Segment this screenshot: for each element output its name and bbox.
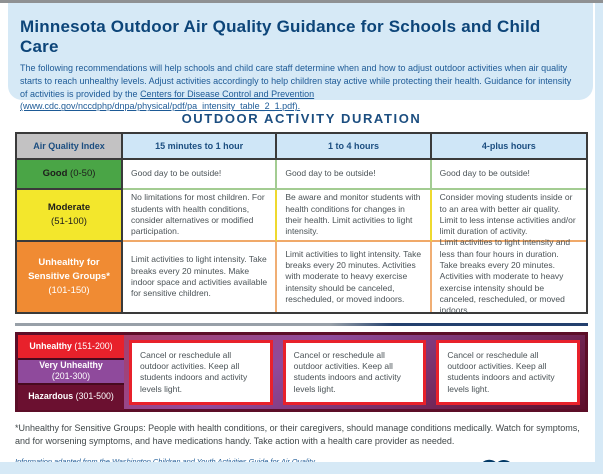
row-label-very-unhealthy: Very Unhealthy (201-300) xyxy=(18,359,124,385)
section-divider xyxy=(15,323,588,326)
outdoor-activity-duration-table: Air Quality Index 15 minutes to 1 hour 1… xyxy=(15,132,588,315)
row-label-hazardous: Hazardous (301-500) xyxy=(18,384,124,410)
unhealthy-levels-table: Unhealthy (151-200) Very Unhealthy (201-… xyxy=(15,332,588,412)
cell-danger-15min: Cancel or reschedule all outdoor activit… xyxy=(129,340,273,405)
column-header-4-plus-hours: 4-plus hours xyxy=(431,134,586,160)
row-label-unhealthy: Unhealthy (151-200) xyxy=(18,335,124,360)
cell-good-1-4h: Good day to be outside! xyxy=(277,160,432,190)
row-label-hazardous-text: Hazardous (301-500) xyxy=(28,391,114,402)
intro-text: The following recommendations will help … xyxy=(20,63,572,99)
main-content: OUTDOOR ACTIVITY DURATION Air Quality In… xyxy=(0,111,603,474)
cell-danger-4plus: Cancel or reschedule all outdoor activit… xyxy=(436,340,580,405)
sensitive-groups-footnote: *Unhealthy for Sensitive Groups: People … xyxy=(15,423,580,446)
row-label-unhealthy-sensitive-groups: Unhealthy for Sensitive Groups* (101-150… xyxy=(17,242,123,312)
row-label-unhealthy-text: Unhealthy (151-200) xyxy=(29,340,113,351)
page-title: Minnesota Outdoor Air Quality Guidance f… xyxy=(20,17,541,56)
column-header-air-quality-index: Air Quality Index xyxy=(17,134,123,160)
cell-usg-1-4h: Limit activities to light intensity. Tak… xyxy=(277,242,432,312)
cell-usg-4plus: Limit activities to light intensity and … xyxy=(431,237,586,315)
row-label-moderate: Moderate (51-100) xyxy=(17,190,123,242)
credit-prefix: Information adapted from the xyxy=(15,457,112,466)
cell-moderate-4plus: Consider moving students inside or to an… xyxy=(431,190,586,242)
intro-paragraph: The following recommendations will help … xyxy=(20,62,581,113)
cell-danger-1-4h: Cancel or reschedule all outdoor activit… xyxy=(282,340,427,405)
danger-label-column: Unhealthy (151-200) Very Unhealthy (201-… xyxy=(18,335,124,410)
page-edge-bottom xyxy=(0,462,603,474)
row-label-good-text: Good (0-50) xyxy=(42,168,96,180)
cell-usg-15min: Limit activities to light intensity. Tak… xyxy=(123,242,278,312)
cdc-link[interactable]: Centers for Disease Control and Preventi… xyxy=(20,88,315,112)
page-edge-right xyxy=(595,3,603,474)
cell-moderate-15min: No limitations for most children. For st… xyxy=(123,190,278,242)
row-label-good: Good (0-50) xyxy=(17,160,123,190)
header-banner: Minnesota Outdoor Air Quality Guidance f… xyxy=(8,3,593,111)
cell-good-15min: Good day to be outside! xyxy=(123,160,278,190)
column-header-1-4-hours: 1 to 4 hours xyxy=(277,134,432,160)
section-title: OUTDOOR ACTIVITY DURATION xyxy=(181,111,422,126)
cell-moderate-1-4h: Be aware and monitor students with healt… xyxy=(277,190,432,242)
cell-good-4plus: Good day to be outside! xyxy=(431,160,586,190)
column-header-15min-1hour: 15 minutes to 1 hour xyxy=(123,134,278,160)
